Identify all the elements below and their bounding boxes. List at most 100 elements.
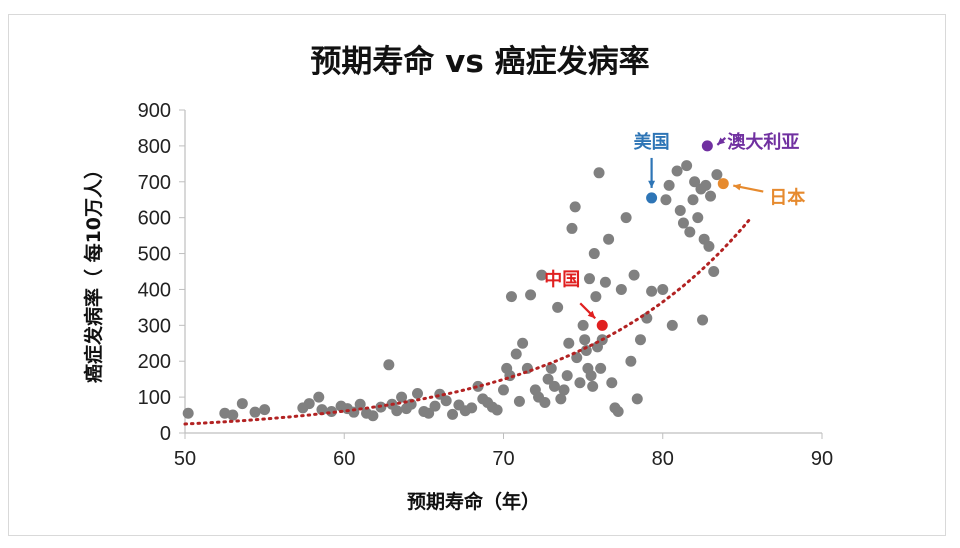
highlight-point [717, 178, 729, 190]
data-point [606, 377, 618, 389]
y-tick-label: 100 [138, 387, 171, 409]
data-point [536, 269, 548, 281]
data-point [429, 400, 441, 412]
data-point [631, 393, 643, 405]
data-point [634, 334, 646, 346]
data-point [491, 404, 503, 416]
data-point [612, 405, 624, 417]
data-point [552, 301, 564, 313]
data-point [577, 319, 589, 331]
data-point [498, 384, 509, 396]
data-point [671, 165, 683, 177]
data-point [542, 373, 554, 385]
data-point [705, 190, 717, 202]
y-tick-label: 300 [138, 315, 171, 337]
data-point [513, 395, 525, 407]
data-point [590, 291, 602, 303]
x-tick-label: 90 [811, 448, 833, 470]
data-point [593, 167, 605, 179]
data-point [517, 337, 529, 349]
data-point [383, 359, 395, 371]
data-point [708, 266, 720, 277]
highlight-point [596, 319, 608, 331]
chart-title: 预期寿命 vs 癌症发病率 [310, 44, 650, 80]
data-point [313, 391, 325, 403]
data-point [447, 408, 459, 420]
data-point [603, 233, 615, 245]
data-point [625, 355, 637, 367]
data-point [539, 396, 551, 408]
data-point [525, 289, 537, 301]
x-tick-label: 50 [174, 448, 196, 470]
data-point [585, 370, 597, 382]
chart-frame [8, 14, 946, 536]
y-tick-label: 500 [138, 244, 171, 266]
data-point [505, 291, 517, 303]
data-point [555, 393, 567, 405]
data-point [558, 384, 570, 396]
data-point [227, 409, 239, 421]
data-point [628, 269, 640, 281]
annotation-label: 中国 [544, 268, 580, 290]
annotation-arrow-head [717, 137, 726, 145]
data-point [646, 285, 658, 297]
y-axis-label: 癌症发病率（ 每10万人） [82, 160, 105, 383]
data-point [367, 410, 379, 422]
data-point [579, 334, 591, 346]
annotation-arrow-head [733, 183, 742, 191]
x-tick-label: 80 [652, 448, 674, 470]
annotation-label: 澳大利亚 [727, 131, 799, 153]
data-point [587, 380, 599, 392]
data-point [548, 380, 560, 392]
x-tick-label: 70 [492, 448, 514, 470]
data-point [599, 276, 611, 288]
data-point [563, 337, 575, 349]
x-tick-label: 60 [333, 448, 355, 470]
y-tick-label: 200 [138, 351, 171, 373]
data-point [692, 212, 704, 224]
data-point [677, 217, 689, 229]
y-tick-label: 700 [138, 172, 171, 194]
data-point [440, 395, 452, 407]
data-point [674, 204, 686, 216]
annotation-label: 日本 [769, 187, 805, 209]
annotation-arrow-head [587, 310, 596, 319]
data-point [472, 380, 484, 392]
data-point [569, 201, 581, 213]
y-tick-label: 600 [138, 208, 171, 230]
data-point [316, 404, 328, 416]
data-point [697, 314, 709, 326]
data-point [588, 248, 600, 260]
data-point [182, 407, 194, 419]
annotation-arrow-head [648, 180, 656, 188]
data-point [412, 388, 424, 400]
annotation-label: 美国 [634, 131, 670, 153]
data-point [396, 391, 408, 403]
data-point [620, 212, 632, 224]
y-tick-label: 900 [138, 100, 171, 122]
data-point [545, 362, 557, 374]
data-point [687, 194, 699, 206]
data-point [615, 283, 627, 295]
data-point [466, 402, 478, 414]
data-point [423, 407, 435, 419]
highlight-point [646, 192, 658, 204]
data-point [703, 240, 715, 252]
trendline [183, 217, 752, 426]
data-point [663, 179, 675, 191]
y-tick-label: 0 [160, 423, 171, 445]
data-point [700, 179, 712, 191]
data-point [354, 398, 366, 410]
data-point [684, 226, 696, 238]
data-point [348, 406, 360, 418]
y-tick-label: 400 [138, 279, 171, 301]
data-point [583, 273, 595, 285]
data-point [510, 348, 522, 360]
highlight-point [701, 140, 713, 152]
data-point [249, 406, 261, 418]
data-point [236, 398, 248, 410]
data-point [711, 169, 723, 181]
data-point [681, 160, 693, 172]
x-axis-label: 预期寿命（年） [407, 490, 540, 513]
